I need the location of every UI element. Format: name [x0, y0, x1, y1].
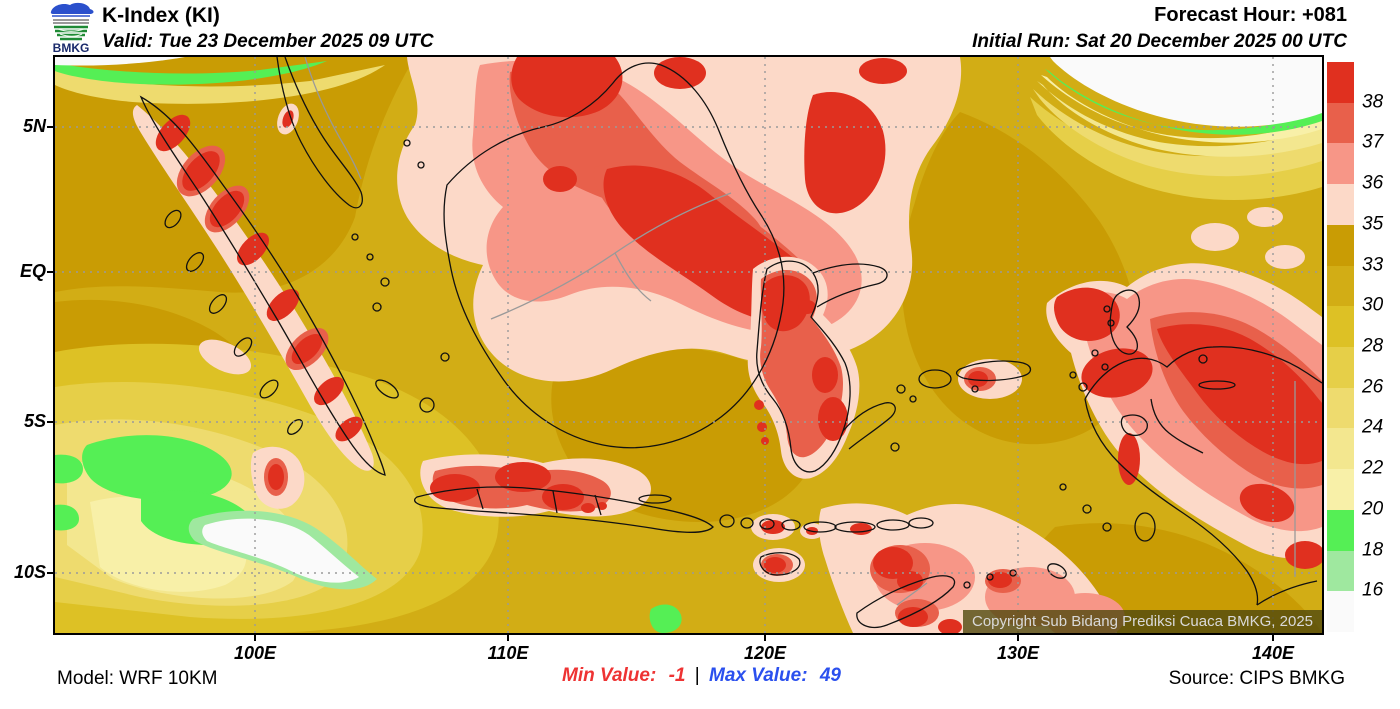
- x-axis-label-120E: 120E: [743, 643, 787, 663]
- colorbar-label-18: 18: [1362, 539, 1384, 561]
- x-axis-label-140E: 140E: [1251, 643, 1295, 663]
- colorbar-segment-red38: [1327, 62, 1354, 103]
- colorbar-segment-gold30: [1327, 265, 1354, 307]
- y-axis-label-10S: 10S: [13, 562, 46, 582]
- colorbar-label-26: 26: [1362, 376, 1384, 398]
- colorbar-segment-gold26: [1327, 347, 1354, 388]
- x-axis-label-130E: 130E: [996, 643, 1040, 663]
- colorbar-segment-white16: [1327, 591, 1354, 633]
- model-label: Model: WRF 10KM: [57, 668, 218, 689]
- y-axis-label-5N: 5N: [22, 116, 46, 136]
- colorbar-label-30: 30: [1362, 294, 1384, 316]
- source-label: Source: CIPS BMKG: [1168, 668, 1345, 689]
- colorbar-label-24: 24: [1362, 416, 1384, 438]
- colorbar-segment-pink35: [1327, 184, 1354, 225]
- map-field-svg: [55, 57, 1322, 633]
- colorbar-segment-gold20: [1327, 469, 1354, 510]
- copyright-notice: Copyright Sub Bidang Prediksi Cuaca BMKG…: [962, 610, 1322, 633]
- colorbar-label-38: 38: [1362, 91, 1384, 113]
- colorbar-label-35: 35: [1362, 213, 1384, 235]
- colorbar-segment-gold22: [1327, 428, 1354, 470]
- colorbar: [1327, 62, 1354, 633]
- x-axis-tick: [254, 633, 256, 641]
- colorbar-segment-gold33: [1327, 224, 1354, 266]
- colorbar-segment-gold24: [1327, 387, 1354, 429]
- colorbar-label-20: 20: [1362, 498, 1384, 520]
- initial-run: Initial Run: Sat 20 December 2025 00 UTC: [972, 31, 1347, 52]
- minmax-separator: |: [694, 665, 700, 686]
- forecast-hour: Forecast Hour: +081: [1154, 4, 1347, 26]
- colorbar-label-28: 28: [1362, 335, 1384, 357]
- valid-time: Valid: Tue 23 December 2025 09 UTC: [102, 31, 434, 52]
- colorbar-segment-red37: [1327, 102, 1354, 144]
- colorbar-label-16: 16: [1362, 579, 1384, 601]
- x-axis-label-110E: 110E: [487, 643, 529, 663]
- colorbar-label-33: 33: [1362, 254, 1384, 276]
- y-axis-label-5S: 5S: [23, 411, 46, 431]
- bmkg-logo-text: BMKG: [53, 41, 90, 55]
- colorbar-label-37: 37: [1362, 131, 1384, 153]
- colorbar-segment-gold28: [1327, 306, 1354, 348]
- min-value: -1: [668, 665, 686, 686]
- y-axis-tick: [47, 421, 54, 423]
- y-axis-label-EQ: EQ: [19, 261, 46, 281]
- min-value-label: Min Value:: [562, 665, 657, 686]
- y-axis-tick: [47, 572, 54, 574]
- colorbar-segment-salmon36: [1327, 143, 1354, 185]
- page-title: K-Index (KI): [102, 4, 220, 27]
- x-axis-tick: [507, 633, 509, 641]
- colorbar-label-22: 22: [1362, 457, 1384, 479]
- colorbar-segment-green18: [1327, 509, 1354, 551]
- colorbar-label-36: 36: [1362, 172, 1384, 194]
- y-axis-tick: [47, 271, 54, 273]
- x-axis-tick: [1272, 633, 1274, 641]
- max-value-label: Max Value:: [709, 665, 808, 686]
- bmkg-logo: BMKG: [50, 2, 94, 55]
- minmax-values: Min Value: -1 | Max Value: 49: [562, 665, 841, 687]
- forecast-map: Copyright Sub Bidang Prediksi Cuaca BMKG…: [53, 55, 1324, 635]
- x-axis-tick: [764, 633, 766, 641]
- x-axis-label-100E: 100E: [233, 643, 277, 663]
- max-value: 49: [819, 665, 841, 686]
- colorbar-segment-green16: [1327, 550, 1354, 592]
- y-axis-tick: [47, 126, 54, 128]
- x-axis-tick: [1017, 633, 1019, 641]
